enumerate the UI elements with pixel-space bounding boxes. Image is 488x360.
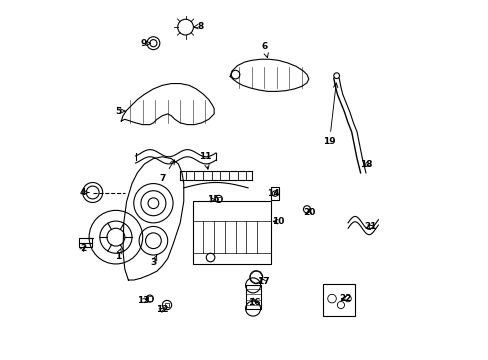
Bar — [216, 197, 221, 201]
Text: 12: 12 — [156, 305, 168, 314]
Text: 10: 10 — [272, 217, 284, 226]
Text: 2: 2 — [80, 244, 86, 253]
Text: 9: 9 — [140, 39, 150, 48]
Text: 22: 22 — [338, 294, 351, 303]
Text: 5: 5 — [115, 107, 125, 116]
Text: 17: 17 — [257, 277, 269, 286]
Text: 1: 1 — [114, 249, 121, 261]
Bar — [245, 285, 260, 309]
Text: 14: 14 — [266, 189, 279, 198]
Bar — [192, 202, 271, 264]
Text: 18: 18 — [360, 161, 372, 170]
Bar — [271, 187, 279, 200]
Text: 4: 4 — [80, 188, 89, 197]
Text: 16: 16 — [247, 298, 260, 307]
Text: 19: 19 — [323, 83, 337, 146]
Text: 15: 15 — [206, 195, 219, 204]
Text: 3: 3 — [150, 256, 157, 267]
Text: 6: 6 — [261, 41, 268, 58]
Text: 20: 20 — [303, 208, 315, 217]
Bar — [79, 238, 92, 247]
Text: 21: 21 — [363, 222, 376, 231]
Text: 8: 8 — [193, 22, 203, 31]
Bar — [147, 296, 152, 301]
Text: 13: 13 — [137, 296, 150, 305]
Bar — [164, 303, 169, 307]
Text: 7: 7 — [160, 160, 174, 183]
Text: 11: 11 — [199, 152, 211, 169]
Bar — [323, 284, 354, 316]
